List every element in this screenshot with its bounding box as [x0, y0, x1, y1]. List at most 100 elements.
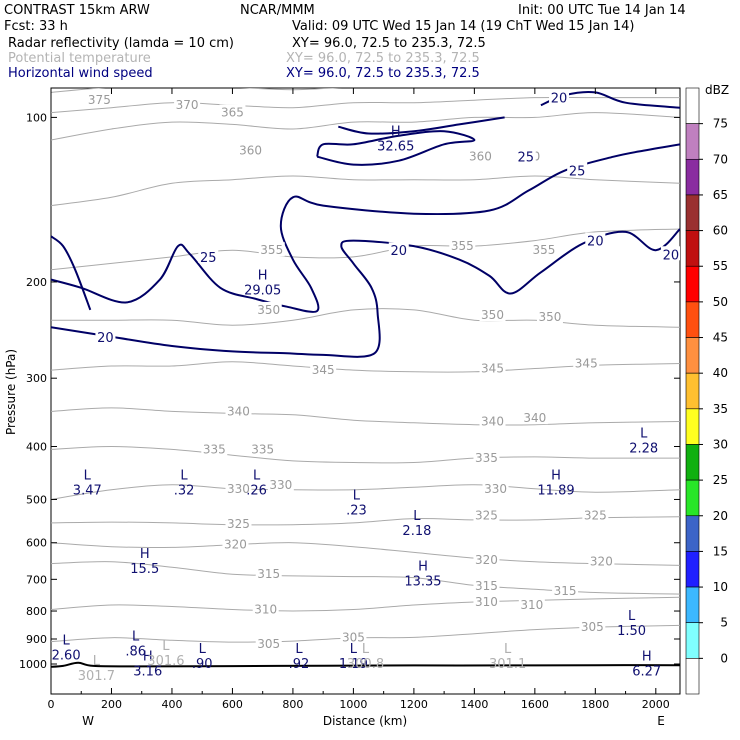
theta-label: 335 — [203, 442, 226, 456]
wind-contour-label: 25 — [518, 151, 535, 166]
theta-label-bg — [530, 242, 557, 257]
x-tick-label: 600 — [222, 698, 243, 711]
colorbar-swatch — [685, 586, 700, 624]
header-init-time: Init: 00 UTC Tue 14 Jan 14 — [518, 3, 686, 18]
wind-extremum-value: 13.35 — [404, 575, 441, 590]
x-tick-label: 1200 — [400, 698, 428, 711]
x-tick-label: 1800 — [581, 698, 609, 711]
wind-extremum-marker: H — [143, 649, 153, 664]
theta-label: 330 — [269, 478, 292, 492]
wind-extremum-value: 11.89 — [537, 484, 574, 499]
terrain-profile — [51, 661, 680, 668]
theta-label-bg — [222, 536, 249, 551]
theta-label: 340 — [523, 411, 546, 425]
wind-extremum-value: 3.47 — [73, 484, 102, 499]
theta-label-bg — [225, 516, 252, 531]
theta-extremum-marker: L — [93, 654, 101, 669]
theta-label: 315 — [554, 584, 577, 598]
wind-extremum-marker: L — [180, 469, 188, 484]
field-xy-wind: XY= 96.0, 72.5 to 235.3, 72.5 — [286, 66, 480, 81]
theta-contour-320 — [51, 542, 680, 566]
x-tick-label: 1000 — [339, 698, 367, 711]
theta-contour-340 — [51, 407, 680, 426]
theta-label: 350 — [481, 308, 504, 322]
wind-label-bg — [388, 242, 409, 257]
wind-contour-30-5 — [338, 116, 505, 135]
wind-extremum-value: 3.16 — [133, 664, 162, 679]
wind-contour-label: 25 — [200, 251, 217, 266]
colorbar-label: 0 — [720, 651, 728, 665]
wind-contours — [51, 90, 680, 358]
header-organization: NCAR/MMM — [240, 3, 315, 18]
wind-labels: 20 20 20 20 20 25 25 25 — [95, 89, 680, 346]
y-tick-label: 100 — [26, 111, 47, 124]
colorbar-swatch — [685, 87, 700, 124]
colorbar-swatch — [685, 123, 700, 160]
colorbar-label: 60 — [713, 224, 728, 238]
theta-label: 305 — [581, 620, 604, 634]
theta-label: 320 — [224, 538, 247, 552]
wind-extremum-value: .90 — [192, 657, 213, 672]
colorbar-label: 15 — [713, 544, 728, 558]
x-tick-label: 2000 — [642, 698, 670, 711]
x-axis: 0 200 400 600 800 1000 1200 1400 1600 1800 2000 — [48, 88, 670, 711]
theta-label-bg — [473, 593, 500, 608]
wind-extremum-marker: L — [62, 634, 70, 649]
theta-contour-330 — [51, 484, 680, 500]
x-tick-label: 400 — [161, 698, 182, 711]
wind-extremum-value: 15.5 — [130, 562, 159, 577]
colorbar-swatch — [685, 372, 700, 410]
theta-extremum-marker: L — [162, 639, 170, 654]
wind-extremum-value: .23 — [346, 503, 367, 518]
theta-label-bg — [473, 507, 500, 522]
header-valid-time: Valid: 09 UTC Wed 15 Jan 14 (19 ChT Wed … — [292, 19, 634, 34]
east-end-label: E — [657, 714, 665, 728]
wind-contour-25-2 — [51, 143, 680, 313]
theta-label-bg — [252, 601, 279, 616]
theta-label-bg — [255, 301, 282, 316]
theta-label: 340 — [227, 404, 250, 418]
colorbar-label: 75 — [713, 117, 728, 131]
colorbar-swatch — [685, 194, 700, 231]
theta-label-bg — [473, 551, 500, 566]
x-axis-title: Distance (km) — [323, 714, 407, 728]
theta-contour-310 — [51, 596, 680, 612]
theta-label: 340 — [481, 414, 504, 428]
theta-label: 360 — [469, 150, 492, 164]
theta-label: 350 — [257, 303, 280, 317]
wind-contour-label: 20 — [390, 244, 407, 259]
x-tick-label: 0 — [48, 698, 55, 711]
colorbar-label: 45 — [713, 331, 728, 345]
colorbar-label: 30 — [713, 437, 728, 451]
wind-extremum-value: 6.18 — [623, 53, 652, 68]
y-tick-label: 200 — [26, 276, 47, 289]
theta-label-bg — [174, 97, 201, 112]
theta-label-bg — [310, 362, 337, 377]
wind-label-bg — [585, 232, 606, 247]
west-end-label: W — [82, 714, 94, 728]
y-tick-label: 300 — [26, 372, 47, 385]
theta-label: 325 — [584, 509, 607, 523]
wind-extremum-value: 2.28 — [629, 441, 658, 456]
wind-extremum-value: .32 — [174, 484, 195, 499]
colorbar-swatch — [685, 479, 700, 517]
theta-label-bg — [582, 507, 609, 522]
theta-contour-335 — [51, 445, 680, 464]
theta-label-bg — [573, 355, 600, 370]
colorbar-swatch — [685, 301, 700, 338]
y-tick-label: 1000 — [19, 658, 47, 671]
theta-contour-365 — [51, 112, 680, 141]
y-tick-label: 500 — [26, 493, 47, 506]
theta-extremum-value: 301.1 — [489, 657, 526, 672]
colorbar-swatch — [685, 622, 700, 659]
colorbar-label: 20 — [713, 509, 728, 523]
wind-label-bg — [198, 248, 219, 263]
theta-label: 325 — [475, 509, 498, 523]
theta-label-bg — [536, 309, 563, 324]
theta-label: 315 — [257, 567, 280, 581]
wind-contour-label: 20 — [663, 248, 680, 263]
y-tick-label: 400 — [26, 440, 47, 453]
wind-contour-label: 20 — [97, 331, 114, 346]
wind-label-bg — [549, 89, 570, 104]
field-xy-reflectivity: XY= 96.0, 72.5 to 235.3, 72.5 — [292, 36, 486, 51]
